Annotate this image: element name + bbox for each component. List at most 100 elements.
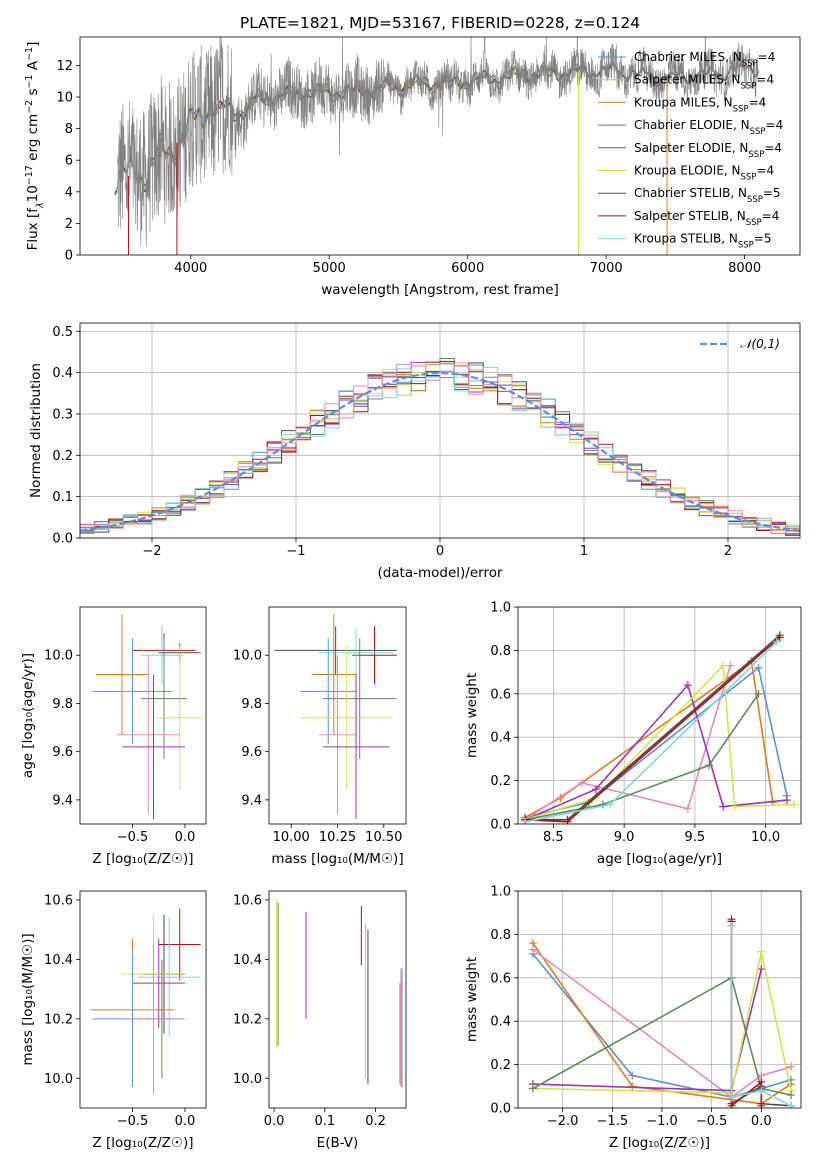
y-label-part: −1 <box>24 47 35 61</box>
y-label-part: λ <box>35 202 46 209</box>
y-tick-label: 0.1 <box>52 490 73 505</box>
x-axis-label: age [log₁₀(age/yr)] <box>597 851 722 867</box>
axes-frame <box>79 890 207 1109</box>
weight-line-chabrier_elodie <box>524 693 760 821</box>
x-tick-label: 8000 <box>728 261 761 276</box>
y-tick-label: 0.0 <box>52 532 73 547</box>
y-axis-label: age [log₁₀(age/yr)] <box>20 653 36 778</box>
legend-val: =5 <box>763 186 781 200</box>
legend-name: Salpeter ELODIE, N <box>634 141 748 155</box>
x-tick-label: −2.0 <box>547 1114 579 1129</box>
x-tick-label: 0.0 <box>175 1114 196 1129</box>
x-tick-label: 0.0 <box>751 1114 772 1129</box>
legend-entry: Chabrier MILES, NSSP=4 <box>634 50 775 69</box>
axes-spectrum: 4000 5000 6000 7000 8000 0 2 4 6 8 10 12 wavelength … <box>24 36 801 298</box>
legend-entry: Kroupa ELODIE, NSSP=4 <box>634 164 774 183</box>
x-tick-label: 4000 <box>174 261 207 276</box>
weight-marker-salpeter_elodie <box>782 796 791 805</box>
weight-marker-chabrier_miles <box>628 1071 637 1080</box>
y-tick-label: 12 <box>56 59 73 74</box>
x-tick-label: 0.0 <box>264 1114 285 1129</box>
weight-marker-salpeter_elodie <box>683 681 692 690</box>
legend-entry: Salpeter MILES, NSSP=4 <box>634 73 774 92</box>
x-tick-label: −0.5 <box>696 1114 728 1129</box>
weight-marker-chabrier_elodie <box>705 761 714 770</box>
x-axis-label: Z [log₁₀(Z/Z☉)] <box>92 851 193 867</box>
legend-sub: SSP <box>750 127 766 137</box>
y-tick-label: 9.4 <box>241 793 262 808</box>
weight-line-kroupa_miles <box>532 942 792 1105</box>
legend-sub: SSP <box>746 218 762 228</box>
weight-marker-chabrier_elodie <box>528 1084 537 1093</box>
weight-marker-extra_pink <box>726 661 735 670</box>
x-tick-label: 10.0 <box>751 830 780 845</box>
legend-sub: SSP <box>747 195 763 205</box>
y-tick-label: 9.6 <box>241 745 262 760</box>
x-axis-label: wavelength [Angstrom, rest frame] <box>321 282 559 298</box>
weight-line-extra_pink <box>524 665 732 821</box>
x-axis-label: mass [log₁₀(M/M☉)] <box>271 851 403 867</box>
weight-marker-salpeter_stelib <box>563 817 572 824</box>
y-tick-label: 9.4 <box>52 793 73 808</box>
legend-entry: Chabrier ELODIE, NSSP=4 <box>634 118 783 137</box>
x-tick-label: 10.00 <box>273 830 310 845</box>
axes-age_vs_mass: 10.00 10.25 10.50 9.4 9.6 9.8 10.0 mass [log₁₀(… <box>233 606 407 867</box>
y-label-part: Flux [f <box>25 207 41 251</box>
plot-area <box>269 891 406 1108</box>
legend-entry: Kroupa MILES, NSSP=4 <box>634 95 766 114</box>
y-tick-label: 10.0 <box>44 649 73 664</box>
legend-sub: SSP <box>742 59 758 69</box>
legend-name: Salpeter STELIB, N <box>634 209 746 223</box>
y-tick-label: 10.0 <box>233 649 262 664</box>
weight-marker-salpeter_stelib <box>757 1077 766 1086</box>
y-tick-label: 0.8 <box>490 644 511 659</box>
weight-marker-kroupa_stelib <box>521 817 530 824</box>
y-tick-label: 0.2 <box>52 449 73 464</box>
weight-marker-extra_pink <box>528 945 537 954</box>
y-tick-label: 0.3 <box>52 407 73 422</box>
y-tick-label: 0.4 <box>490 731 511 746</box>
legend-val: =4 <box>749 95 767 109</box>
plot-content <box>90 908 201 1094</box>
x-tick-label: −0.5 <box>117 830 149 845</box>
weight-line-chabrier_elodie <box>532 976 792 1096</box>
axes-frame <box>517 890 802 1109</box>
weight-marker-salpeter_stelib <box>727 1101 736 1108</box>
weight-marker-kroupa_elodie <box>789 800 798 809</box>
y-tick-label: 0.5 <box>52 325 73 340</box>
x-tick-label: 5000 <box>313 261 346 276</box>
axes-frame <box>268 890 407 1109</box>
plot-content <box>92 614 203 820</box>
weight-marker-kroupa_miles <box>628 1082 637 1091</box>
axes-weight_vs_Z: −2.0 −1.5 −1.0 −0.5 0.0 0.0 0.2 0.4 0.6 0.8 1.0 Z [… <box>464 885 802 1151</box>
y-label-part: −17 <box>24 165 35 185</box>
weight-marker-salpeter_elodie <box>757 965 766 974</box>
weight-marker-salpeter_elodie <box>719 802 728 811</box>
plot-area <box>80 607 206 824</box>
x-axis-label: (data-model)/error <box>377 565 503 581</box>
y-tick-label: 0.6 <box>490 687 511 702</box>
y-axis-label: mass [log₁₀(M/M☉)] <box>20 933 36 1065</box>
y-tick-label: 10.2 <box>44 1012 73 1027</box>
legend-name: Chabrier ELODIE, N <box>634 118 750 132</box>
y-tick-label: 0.4 <box>52 366 73 381</box>
y-tick-label: 10.2 <box>233 1012 262 1027</box>
x-tick-label: −0.5 <box>117 1114 149 1129</box>
axes-mass_vs_Z: −0.5 0.0 10.0 10.2 10.4 10.6 Z [log₁₀(Z/Z☉)] ma… <box>20 890 207 1151</box>
weight-marker-kroupa_stelib <box>605 800 614 809</box>
weight-marker-kroupa_elodie <box>719 661 728 670</box>
weight-marker-kroupa_stelib <box>727 921 736 930</box>
y-axis-label: mass weight <box>464 673 480 758</box>
legend-val: =4 <box>756 164 774 178</box>
y-axis-label: mass weight <box>464 957 480 1042</box>
x-tick-label: 0 <box>436 544 444 559</box>
y-label-part: −2 <box>24 100 35 114</box>
y-label-part: s <box>25 88 41 99</box>
legend-name: Salpeter MILES, N <box>634 73 741 87</box>
legend-sub: SSP <box>733 104 749 114</box>
x-tick-label: −1.0 <box>646 1114 678 1129</box>
x-axis-label: Z [log₁₀(Z/Z☉)] <box>92 1135 193 1151</box>
weight-marker-chabrier_elodie <box>598 800 607 809</box>
y-tick-label: 10.4 <box>44 953 73 968</box>
y-label-part: 10 <box>25 185 41 202</box>
